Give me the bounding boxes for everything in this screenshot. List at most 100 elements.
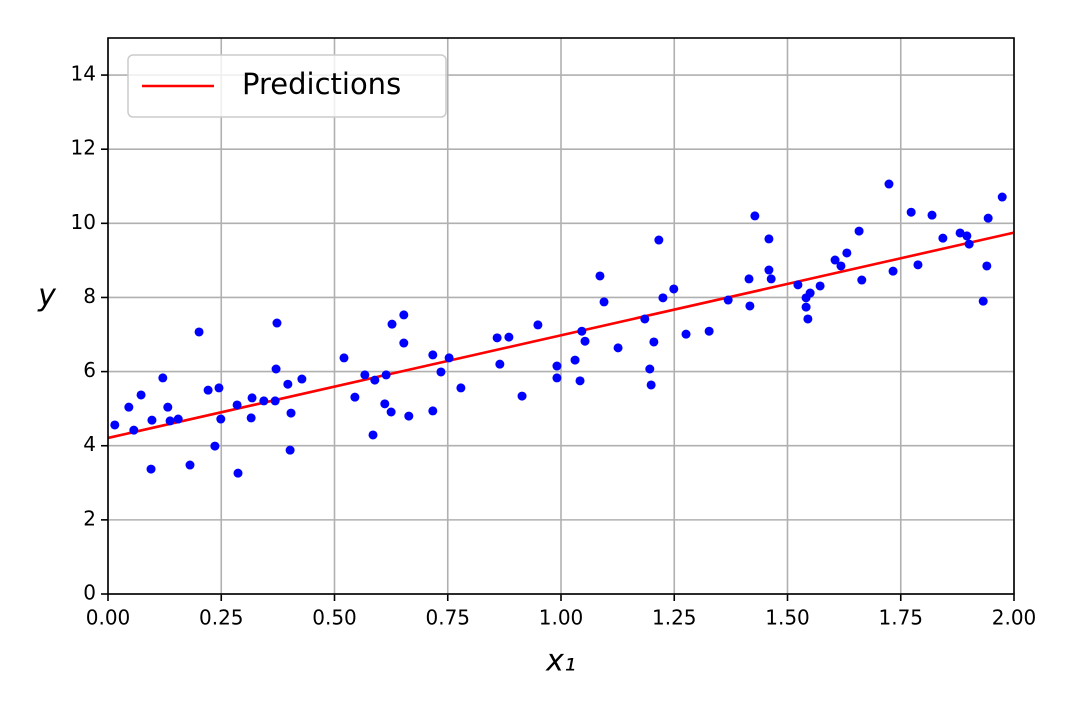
x-tick-label: 2.00 [992, 606, 1037, 630]
x-tick-label: 0.25 [199, 606, 244, 630]
data-point [595, 271, 605, 281]
data-point [185, 460, 195, 470]
data-point [927, 210, 937, 220]
y-tick-label: 6 [83, 358, 96, 382]
y-tick-label: 0 [83, 581, 96, 605]
data-point [983, 213, 993, 223]
data-point [884, 179, 894, 189]
data-point [964, 239, 974, 249]
data-point [599, 297, 609, 307]
data-point [669, 284, 679, 294]
data-point [805, 288, 815, 298]
x-tick-label: 0.50 [312, 606, 357, 630]
data-point [854, 226, 864, 236]
y-tick-label: 4 [83, 432, 96, 456]
data-point [428, 406, 438, 416]
data-point [533, 320, 543, 330]
y-tick-label: 2 [83, 506, 96, 530]
x-tick-label: 1.25 [652, 606, 697, 630]
data-point [962, 231, 972, 241]
data-point [997, 192, 1007, 202]
data-point [704, 326, 714, 336]
data-point [271, 364, 281, 374]
data-point [360, 370, 370, 380]
y-tick-label: 8 [83, 284, 96, 308]
data-point [386, 407, 396, 417]
plot-frame [107, 37, 1015, 595]
data-point [906, 207, 916, 217]
data-point [129, 425, 139, 435]
data-point [766, 274, 776, 284]
data-point [436, 367, 446, 377]
data-point [649, 337, 659, 347]
data-point [246, 413, 256, 423]
data-point [194, 327, 204, 337]
data-point [146, 464, 156, 474]
data-point [492, 333, 502, 343]
legend-box [127, 54, 447, 118]
data-point [552, 373, 562, 383]
data-point [750, 211, 760, 221]
data-point [399, 310, 409, 320]
data-point [495, 359, 505, 369]
data-point [640, 314, 650, 324]
data-point [285, 445, 295, 455]
data-point [830, 255, 840, 265]
data-point [888, 266, 898, 276]
data-point [654, 235, 664, 245]
y-tick-label: 14 [71, 62, 96, 86]
data-point [815, 281, 825, 291]
data-point [836, 261, 846, 271]
data-point [163, 402, 173, 412]
x-tick-label: 1.75 [878, 606, 923, 630]
data-point [370, 375, 380, 385]
data-point [444, 353, 454, 363]
data-point [456, 383, 466, 393]
data-point [982, 261, 992, 271]
data-point [575, 376, 585, 386]
y-tick-label: 12 [71, 136, 96, 160]
data-point [857, 275, 867, 285]
data-point [955, 228, 965, 238]
data-point [803, 314, 813, 324]
x-tick-label: 1.00 [539, 606, 584, 630]
data-point [210, 441, 220, 451]
data-point [645, 364, 655, 374]
legend-label: Predictions [242, 67, 401, 101]
data-point [913, 260, 923, 270]
data-point [793, 280, 803, 290]
data-point [646, 380, 656, 390]
data-point [744, 274, 754, 284]
x-tick-label: 1.50 [765, 606, 810, 630]
data-point [517, 391, 527, 401]
data-point [613, 343, 623, 353]
data-point [147, 415, 157, 425]
data-point [283, 379, 293, 389]
data-point [938, 233, 948, 243]
data-point [173, 414, 183, 424]
data-point [110, 420, 120, 430]
data-point [368, 430, 378, 440]
x-axis-label: x₁ [545, 644, 576, 679]
data-point [381, 370, 391, 380]
data-point [124, 402, 134, 412]
data-point [764, 234, 774, 244]
data-point [723, 295, 733, 305]
data-point [580, 336, 590, 346]
data-point [387, 319, 397, 329]
data-point [339, 353, 349, 363]
data-point [552, 361, 562, 371]
data-point [570, 355, 580, 365]
data-point [272, 318, 282, 328]
data-point [158, 373, 168, 383]
data-point [504, 332, 514, 342]
data-point [399, 338, 409, 348]
data-point [165, 416, 175, 426]
data-point [801, 302, 811, 312]
data-point [681, 329, 691, 339]
x-tick-label: 0.00 [86, 606, 131, 630]
data-point [658, 293, 668, 303]
data-point [978, 296, 988, 306]
data-point [428, 350, 438, 360]
